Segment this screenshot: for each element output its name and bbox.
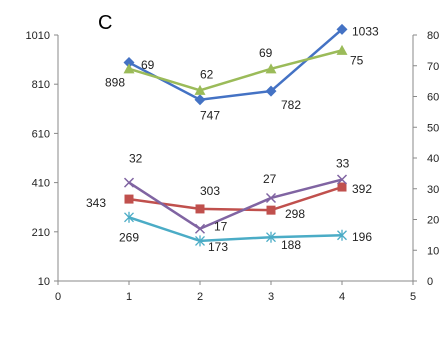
data-label: 33 [336, 157, 350, 171]
data-label: 298 [285, 207, 305, 221]
data-label: 1033 [352, 24, 379, 38]
x-tick-label: 5 [410, 291, 416, 303]
square-marker [266, 205, 276, 215]
data-label: 75 [350, 53, 364, 67]
x-tick-label: 1 [126, 291, 132, 303]
y-right-tick-label: 10 [427, 245, 439, 257]
x-marker [265, 192, 277, 204]
y-left-tick-label: 1010 [26, 30, 50, 42]
asterisk-marker [337, 229, 347, 241]
x-tick-label: 0 [55, 291, 61, 303]
y-left-tick-label: 810 [32, 79, 50, 91]
series-line [128, 49, 343, 92]
square-marker [124, 194, 134, 204]
square-marker [337, 182, 347, 192]
y-right-tick-label: 70 [427, 61, 439, 73]
x-tick-label: 2 [197, 291, 203, 303]
square-marker [195, 204, 205, 214]
series-line [128, 28, 343, 101]
data-label: 17 [214, 220, 228, 234]
panel-label: C [98, 12, 112, 34]
triangle-marker [265, 63, 277, 74]
diamond-marker [123, 57, 135, 69]
data-label: 188 [281, 238, 301, 252]
series-line [128, 185, 343, 212]
data-label: 62 [200, 67, 214, 81]
series-line [128, 178, 343, 231]
data-label: 173 [208, 240, 228, 254]
data-label: 27 [263, 172, 277, 186]
y-right-tick-label: 0 [427, 276, 433, 288]
x-tick-label: 3 [268, 291, 274, 303]
x-marker [336, 174, 348, 185]
diamond-marker [265, 85, 277, 97]
y-right-tick-label: 50 [427, 122, 439, 134]
x-marker [194, 223, 206, 234]
x-marker [123, 177, 135, 188]
x-marker-stroke [336, 174, 348, 185]
data-label: 69 [141, 58, 155, 72]
x-marker-stroke [265, 192, 277, 204]
data-label: 303 [200, 184, 220, 198]
data-label: 32 [129, 152, 143, 166]
triangle-marker [123, 63, 135, 74]
data-label: 196 [352, 230, 372, 244]
asterisk-marker [124, 211, 134, 223]
data-label: 782 [281, 98, 301, 112]
asterisk-marker [195, 235, 205, 247]
asterisk-marker [266, 231, 276, 243]
y-left-tick-label: 410 [32, 178, 50, 190]
y-left-tick-label: 610 [32, 128, 50, 140]
diamond-marker [336, 23, 348, 35]
y-right-tick-label: 60 [427, 92, 439, 104]
y-right-tick-label: 80 [427, 30, 439, 42]
y-left-tick-label: 210 [32, 227, 50, 239]
data-label: 69 [259, 46, 273, 60]
data-label: 269 [119, 230, 139, 244]
diamond-marker [194, 94, 206, 106]
series-line [128, 216, 343, 243]
x-marker-stroke [123, 177, 135, 188]
y-right-tick-label: 30 [427, 184, 439, 196]
x-marker-stroke [194, 223, 206, 234]
triangle-marker [194, 84, 206, 95]
data-label: 343 [86, 196, 106, 210]
data-label: 392 [352, 182, 372, 196]
triangle-marker [336, 44, 348, 55]
x-tick-label: 4 [339, 291, 345, 303]
y-right-tick-label: 40 [427, 153, 439, 165]
y-right-tick-label: 20 [427, 215, 439, 227]
y-left-tick-label: 10 [38, 276, 50, 288]
data-label: 898 [105, 76, 125, 90]
data-label: 747 [200, 109, 220, 123]
